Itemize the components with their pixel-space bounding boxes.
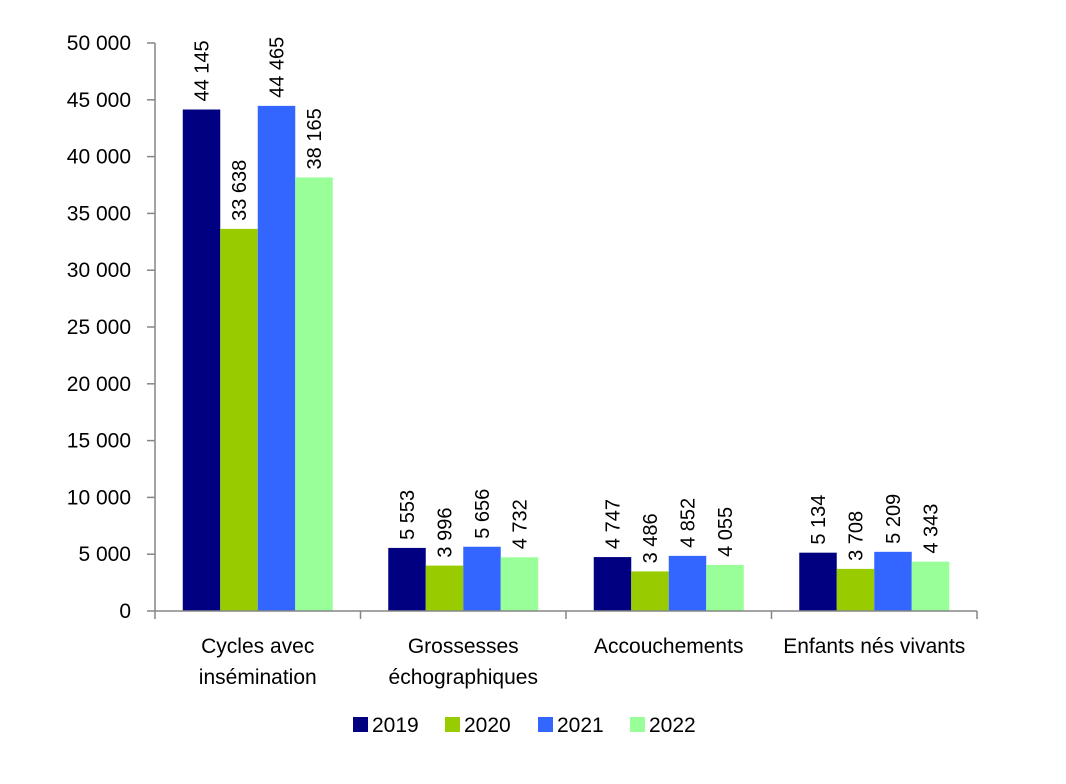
legend-label: 2021 xyxy=(557,714,604,737)
data-label: 5 656 xyxy=(472,489,494,539)
data-label: 4 343 xyxy=(921,504,943,554)
data-label: 44 145 xyxy=(192,40,214,101)
y-tick-label: 0 xyxy=(119,600,131,623)
bar-2020 xyxy=(220,228,258,611)
bar-2020 xyxy=(836,568,875,611)
bar-2019 xyxy=(388,547,426,611)
bar-2022 xyxy=(911,561,950,611)
bars xyxy=(182,105,950,612)
y-tick-label: 45 000 xyxy=(67,89,131,112)
data-label: 5 553 xyxy=(397,490,419,540)
category-label-line: Enfants nés vivants xyxy=(783,635,965,658)
bar-2020 xyxy=(631,571,669,611)
y-tick-label: 50 000 xyxy=(67,32,131,55)
category-label: Accouchements xyxy=(594,635,743,658)
bar-2022 xyxy=(500,557,539,611)
data-label: 4 732 xyxy=(510,499,532,549)
data-label: 38 165 xyxy=(304,108,326,169)
legend-label: 2019 xyxy=(372,714,419,737)
bar-2021 xyxy=(463,546,501,611)
data-label: 3 996 xyxy=(435,508,457,558)
y-axis: 0 5 000 10 000 15 000 20 000 25 000 30 000 35 0… xyxy=(67,32,156,623)
bar-2019 xyxy=(182,109,221,611)
category-label-line: insémination xyxy=(199,666,317,689)
bar-2019 xyxy=(593,557,632,611)
category-label-line: Accouchements xyxy=(594,635,743,658)
data-label: 5 134 xyxy=(808,495,830,545)
bar-2021 xyxy=(668,555,707,611)
bar-2021 xyxy=(257,105,296,612)
category-label: Grossesses échographiques xyxy=(389,635,538,689)
y-tick-label: 15 000 xyxy=(67,430,131,453)
y-tick-label: 20 000 xyxy=(67,373,131,396)
bar-2019 xyxy=(799,552,837,611)
x-axis: Cycles avec insémination Grossesses échogra… xyxy=(154,610,978,689)
category-label: Cycles avec insémination xyxy=(199,635,317,689)
legend-label: 2022 xyxy=(649,714,696,737)
data-label: 4 055 xyxy=(715,507,737,557)
y-tick-label: 10 000 xyxy=(67,486,131,509)
y-tick-label: 30 000 xyxy=(67,259,131,282)
data-label: 33 638 xyxy=(229,160,251,221)
y-tick-label: 25 000 xyxy=(67,316,131,339)
data-labels: 44 145 5 553 4 747 5 134 33 638 3 996 3 486 3 7… xyxy=(192,37,943,564)
legend-swatch-2020 xyxy=(445,717,460,732)
category-label-line: Grossesses xyxy=(408,635,519,658)
y-tick-label: 40 000 xyxy=(67,146,131,169)
bar-2022 xyxy=(706,564,744,611)
legend: 2019 2020 2021 2022 xyxy=(353,714,696,737)
data-label: 3 486 xyxy=(640,513,662,563)
data-label: 5 209 xyxy=(883,494,905,544)
legend-swatch-2021 xyxy=(538,717,553,732)
category-label-line: échographiques xyxy=(389,666,538,689)
y-tick-label: 35 000 xyxy=(67,202,131,225)
category-label: Enfants nés vivants xyxy=(783,635,965,658)
bar-2020 xyxy=(425,565,464,611)
bar-2021 xyxy=(874,551,912,611)
category-label-line: Cycles avec xyxy=(201,635,314,658)
data-label: 4 852 xyxy=(678,498,700,548)
bar-2022 xyxy=(295,177,333,611)
data-label: 44 465 xyxy=(267,37,289,98)
legend-swatch-2019 xyxy=(353,717,368,732)
data-label: 3 708 xyxy=(846,511,868,561)
data-label: 4 747 xyxy=(603,499,625,549)
legend-label: 2020 xyxy=(464,714,511,737)
legend-swatch-2022 xyxy=(630,717,645,732)
y-tick-label: 5 000 xyxy=(78,543,131,566)
